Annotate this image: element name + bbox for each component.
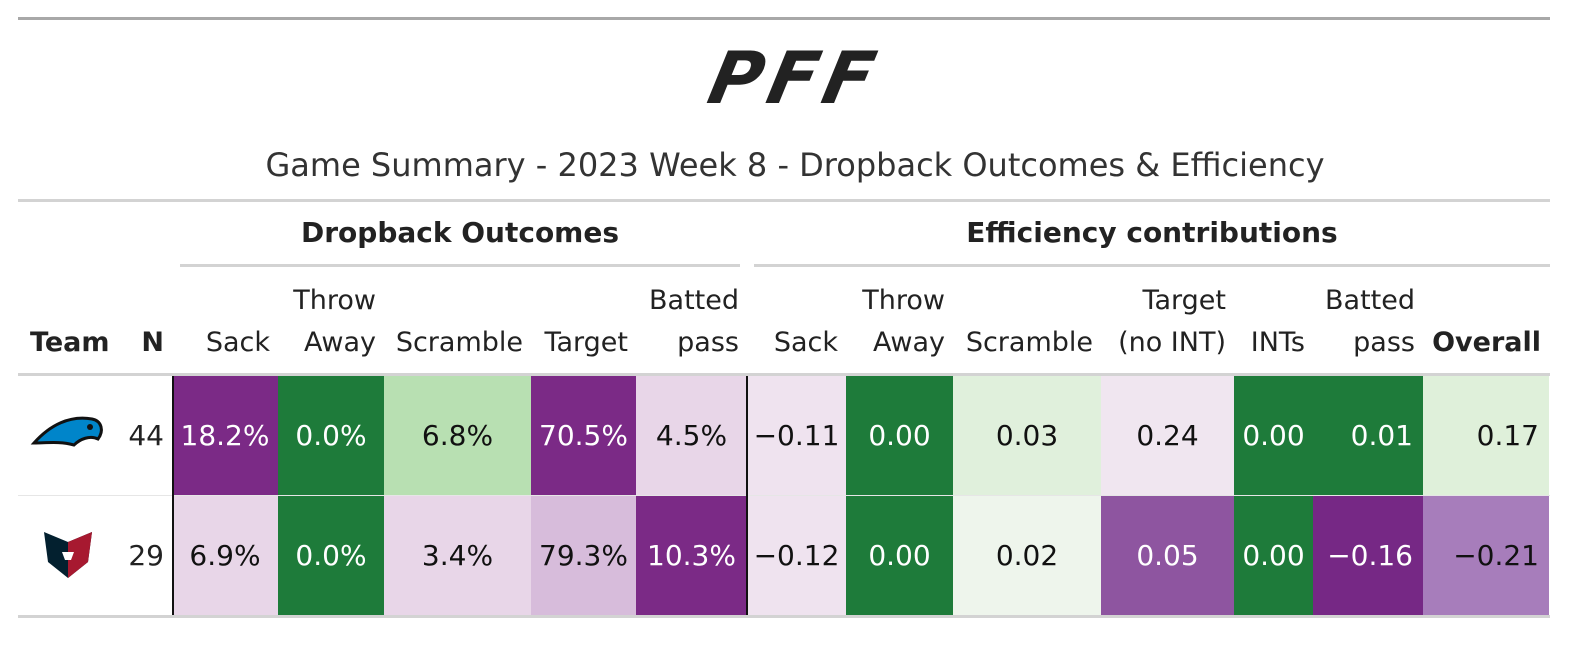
value-cell: 0.05 bbox=[1101, 496, 1234, 615]
value-cell: 0.0% bbox=[278, 496, 384, 615]
header-line: Team bbox=[30, 327, 110, 358]
value-cell: 0.01 bbox=[1313, 376, 1423, 495]
value-cell: 0.03 bbox=[953, 376, 1101, 495]
header-line: N bbox=[141, 327, 164, 358]
value-cell: 6.8% bbox=[384, 376, 531, 495]
bottom-rule bbox=[18, 615, 1550, 618]
column-rule bbox=[18, 373, 1550, 376]
header-line: Batted bbox=[1325, 285, 1415, 316]
n-cell: 44 bbox=[128, 419, 164, 452]
header-line: INTs bbox=[1250, 327, 1305, 358]
value-cell: 0.24 bbox=[1101, 376, 1234, 495]
value-cell: 0.00 bbox=[846, 496, 953, 615]
header-line: pass bbox=[1353, 327, 1415, 358]
value-cell: 0.0% bbox=[278, 376, 384, 495]
value-cell: 10.3% bbox=[636, 496, 747, 615]
spanner: Efficiency contributions bbox=[966, 216, 1338, 249]
group-divider bbox=[746, 376, 748, 615]
column-header: Team bbox=[18, 322, 120, 364]
value-cell: 18.2% bbox=[172, 376, 278, 495]
column-header: Target (no INT) bbox=[1101, 280, 1234, 364]
spanner-rule bbox=[180, 264, 740, 267]
header-line: (no INT) bbox=[1118, 327, 1226, 358]
column-header: Sack bbox=[172, 322, 278, 364]
header-line: Away bbox=[304, 327, 376, 358]
column-header: Scramble bbox=[384, 322, 531, 364]
header-line: Throw bbox=[293, 285, 376, 316]
column-header: Sack bbox=[747, 322, 846, 364]
n-cell: 29 bbox=[128, 539, 164, 572]
header-rule bbox=[18, 199, 1550, 202]
value-cell: 0.02 bbox=[953, 496, 1101, 615]
value-cell: 0.17 bbox=[1423, 376, 1549, 495]
column-header: INTs bbox=[1234, 322, 1313, 364]
row-divider bbox=[18, 495, 1550, 496]
team-logo bbox=[30, 416, 103, 447]
header-line: Target bbox=[1142, 285, 1226, 316]
column-header: Throw Away bbox=[846, 280, 953, 364]
column-header: Target bbox=[531, 322, 636, 364]
value-cell: 0.00 bbox=[1234, 496, 1313, 615]
header-line: Overall bbox=[1432, 327, 1541, 358]
column-header: Batted pass bbox=[636, 280, 747, 364]
column-header: N bbox=[120, 322, 172, 364]
group-divider bbox=[172, 376, 174, 615]
spanner: Dropback Outcomes bbox=[300, 216, 620, 249]
header-line: Throw bbox=[862, 285, 945, 316]
title: Game Summary - 2023 Week 8 - Dropback Ou… bbox=[265, 146, 1325, 184]
column-header: Batted pass bbox=[1313, 280, 1423, 364]
value-cell: 0.00 bbox=[846, 376, 953, 495]
header-line: Sack bbox=[773, 327, 838, 358]
team-logo bbox=[44, 532, 92, 578]
value-cell: 3.4% bbox=[384, 496, 531, 615]
header-line: Away bbox=[873, 327, 945, 358]
logo: PFF bbox=[701, 36, 889, 120]
column-header: Overall bbox=[1423, 322, 1549, 364]
header-line: pass bbox=[677, 327, 739, 358]
value-cell: −0.16 bbox=[1313, 496, 1423, 615]
value-cell: 0.00 bbox=[1234, 376, 1313, 495]
value-cell: 79.3% bbox=[531, 496, 636, 615]
header-line: Sack bbox=[205, 327, 270, 358]
header-line: Scramble bbox=[395, 327, 523, 358]
value-cell: −0.12 bbox=[747, 496, 846, 615]
top-rule bbox=[18, 17, 1550, 20]
column-header: Throw Away bbox=[278, 280, 384, 364]
value-cell: −0.21 bbox=[1423, 496, 1549, 615]
value-cell: 6.9% bbox=[172, 496, 278, 615]
column-header: Scramble bbox=[953, 322, 1101, 364]
value-cell: 70.5% bbox=[531, 376, 636, 495]
header-line: Batted bbox=[649, 285, 739, 316]
value-cell: −0.11 bbox=[747, 376, 846, 495]
header-line: Scramble bbox=[965, 327, 1093, 358]
header-line: Target bbox=[544, 327, 628, 358]
spanner-rule bbox=[754, 264, 1550, 267]
value-cell: 4.5% bbox=[636, 376, 747, 495]
